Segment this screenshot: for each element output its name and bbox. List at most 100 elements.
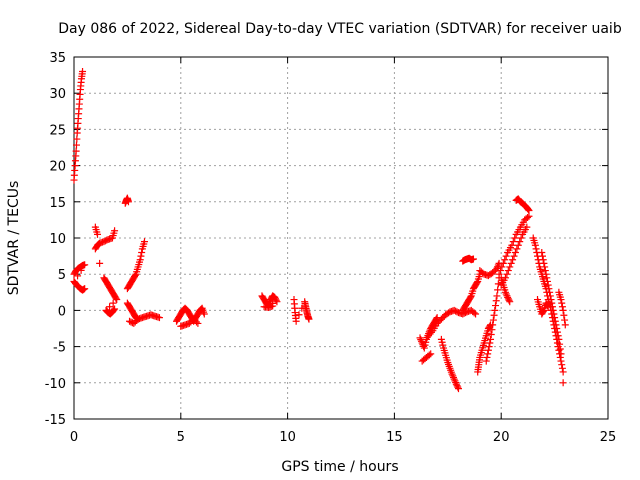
data-point [543,274,551,282]
data-point [81,261,89,269]
chart-title: Day 086 of 2022, Sidereal Day-to-day VTE… [58,21,622,37]
data-point [273,298,281,306]
data-point [489,316,497,324]
data-point [524,213,532,221]
data-point [551,314,559,322]
data-point [556,353,564,361]
series-segment-2 [70,261,89,294]
data-point [546,288,554,296]
series-segment-7 [123,299,163,327]
data-point [113,296,121,304]
series-segment-5 [121,194,132,207]
data-point [420,342,428,350]
data-point [493,264,501,272]
x-axis-label: GPS time / hours [281,459,398,475]
y-tick-label: 0 [58,304,66,319]
data-point [557,296,565,304]
data-point [541,267,549,275]
data-point [561,321,569,329]
data-point [553,325,561,332]
data-point [560,311,568,319]
data-point [544,303,552,311]
y-tick-label: 35 [49,51,66,66]
y-tick-label: -10 [45,377,66,392]
data-point [546,292,554,300]
y-tick-label: -15 [45,413,66,428]
data-point [547,296,555,304]
series-segment-20 [497,223,531,289]
data-point [557,357,565,365]
data-point [551,317,559,325]
series-segment-16 [474,321,495,376]
data-point [502,252,510,260]
data-point [525,206,533,214]
data-point [509,238,517,246]
data-point [492,302,500,310]
data-point [488,326,496,334]
data-point [272,296,280,304]
data-point [538,248,546,256]
y-tick-label: 25 [49,123,66,138]
data-point [558,361,566,369]
data-point [305,315,313,323]
data-point [504,267,512,275]
data-point [470,309,478,317]
data-point [451,377,459,385]
data-point [545,285,553,293]
data-point [452,379,460,387]
data-point [495,270,503,278]
data-point [483,353,491,361]
data-point [541,263,549,271]
data-point [556,345,564,353]
x-tick-label: 20 [493,430,510,445]
data-point [124,198,132,206]
data-point [81,285,89,293]
x-tick-label: 5 [177,430,185,445]
data-point [485,343,493,351]
series-segment-4 [100,274,121,318]
data-point [136,256,144,264]
x-tick-label: 0 [70,430,78,445]
data-point [555,335,563,343]
data-point [517,234,525,242]
data-point [506,263,514,271]
data-point [448,370,456,378]
data-point [109,299,117,307]
series-segment-25 [534,296,552,318]
data-point [96,259,104,267]
series-segment-10 [290,296,313,325]
data-point [155,314,163,322]
series-segment-17 [482,274,503,365]
series-segment-24 [538,248,567,387]
grid [74,57,608,419]
data-point [450,375,458,383]
data-point [269,302,277,310]
y-axis-label: SDTVAR / TECUs [6,181,22,296]
data-point [416,334,424,342]
data-point [473,279,481,287]
data-point [540,259,548,267]
data-point [496,267,504,275]
data-point [449,372,457,380]
series-segment-13 [437,335,462,393]
data-point [542,270,550,278]
x-tick-label: 10 [279,430,296,445]
data-marks [70,67,569,393]
data-point [133,317,141,325]
data-point [505,296,513,304]
data-point [502,290,510,298]
data-point [454,385,462,393]
data-point [472,310,480,318]
data-point [549,306,557,314]
data-point [513,245,521,253]
data-point [514,241,522,249]
data-point [192,318,200,326]
series-segment-3 [91,223,119,267]
data-point [559,306,567,314]
data-point [140,238,148,246]
data-point [550,310,558,318]
data-point [531,241,539,249]
data-point [539,256,547,264]
data-point [111,305,119,313]
data-point [498,263,506,271]
